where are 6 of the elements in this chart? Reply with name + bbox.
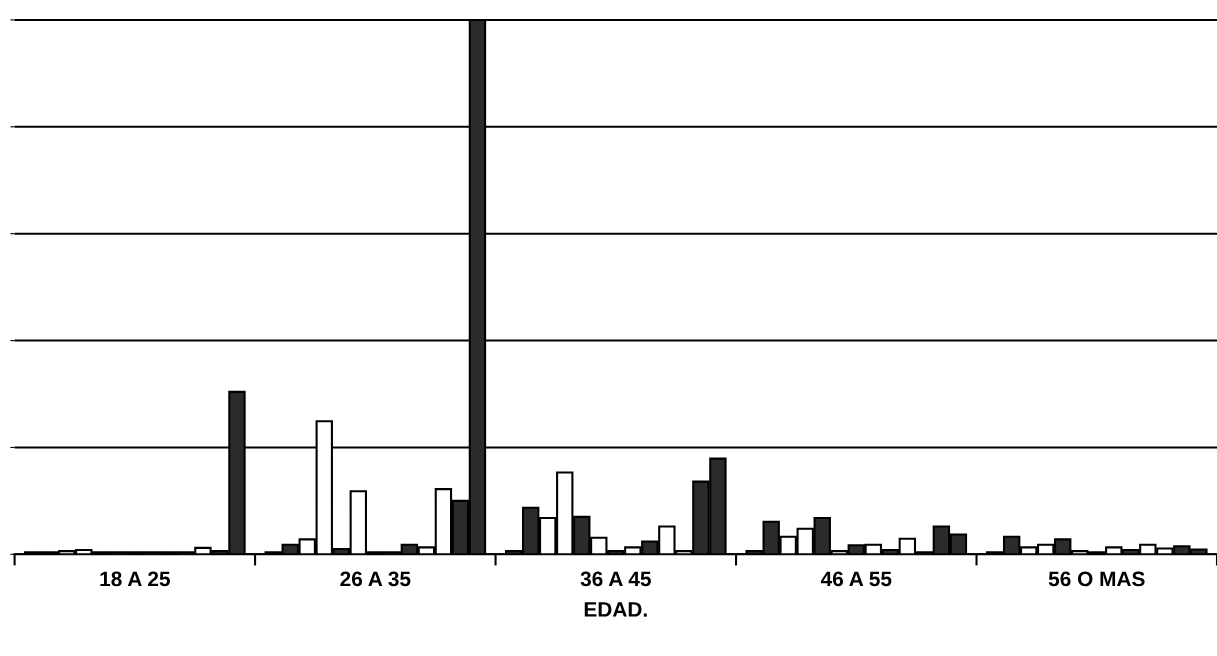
x-tick-label: 26 A 35 bbox=[340, 571, 411, 587]
x-axis-title: EDAD. bbox=[584, 602, 647, 617]
x-tick-label: 18 A 25 bbox=[100, 571, 170, 587]
x-tick-label: 56 O MAS bbox=[1048, 571, 1145, 587]
x-tick-label: 36 A 45 bbox=[580, 571, 651, 587]
x-tick-label: 46 A 55 bbox=[820, 571, 892, 587]
